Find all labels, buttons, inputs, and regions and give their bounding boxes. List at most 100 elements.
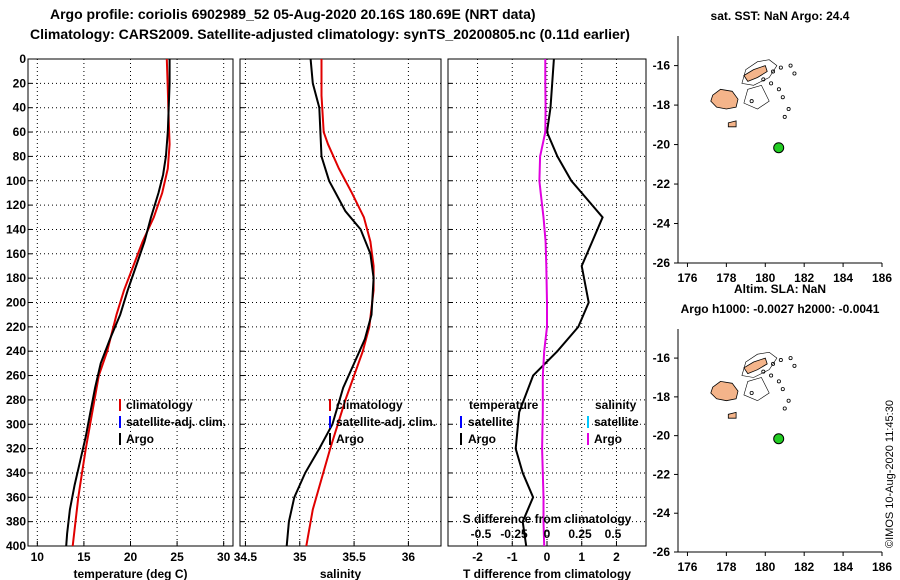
map-x-tick-label: 180 xyxy=(755,271,775,285)
map-y-tick-label: -16 xyxy=(653,59,671,73)
top-axis-label: S difference from climatology xyxy=(463,512,632,526)
map-x-tick-label: 186 xyxy=(872,560,892,574)
legend-label: Argo xyxy=(126,432,154,446)
x-axis-label: T difference from climatology xyxy=(463,567,631,580)
legend-title-temperature: temperature xyxy=(469,398,539,412)
map-x-tick-label: 182 xyxy=(794,271,814,285)
island-vanua-levu xyxy=(743,357,768,375)
map-y-tick-label: -18 xyxy=(653,390,671,404)
legend-label: satellite xyxy=(468,415,513,429)
plot-frame xyxy=(27,58,234,547)
y-tick-label: 260 xyxy=(6,369,26,383)
islet xyxy=(776,87,781,92)
x-tick-label: 30 xyxy=(217,550,231,564)
island-viti-levu xyxy=(710,88,739,110)
island-kadavu xyxy=(727,120,737,128)
map-y-tick-label: -20 xyxy=(653,138,671,152)
y-tick-label: 180 xyxy=(6,271,26,285)
top-tick-label: -0.25 xyxy=(500,527,528,541)
y-tick-label: 220 xyxy=(6,320,26,334)
y-tick-label: 20 xyxy=(13,76,27,90)
x-tick-label: 10 xyxy=(31,550,45,564)
map-y-tick-label: -18 xyxy=(653,98,671,112)
x-tick-label: 35.5 xyxy=(342,550,366,564)
legend-label: Argo xyxy=(594,432,622,446)
sst-map-panel: sat. SST: NaN Argo: 24.4 -16 -18 -20 -22 -24 -… xyxy=(653,9,893,285)
islet xyxy=(792,363,797,368)
timestamp: ©IMOS 10-Aug-2020 11:45:30 xyxy=(884,400,896,548)
map-x-tick-label: 182 xyxy=(794,560,814,574)
map-x-tick-label: 176 xyxy=(677,560,697,574)
legend-label: Argo xyxy=(468,432,496,446)
map-x-tick-label: 176 xyxy=(677,271,697,285)
y-tick-label: 160 xyxy=(6,247,26,261)
islet xyxy=(771,361,776,366)
island-viti-levu xyxy=(710,380,739,402)
map-y-tick-label: -26 xyxy=(653,256,671,270)
islet xyxy=(771,69,776,74)
top-tick-label: -0.5 xyxy=(471,527,492,541)
y-tick-label: 360 xyxy=(6,490,26,504)
islet xyxy=(780,387,785,392)
y-tick-label: 280 xyxy=(6,393,26,407)
x-axis-label: salinity xyxy=(320,567,362,580)
map-title: Altim. SLA: NaN xyxy=(734,282,826,296)
map-y-tick-label: -26 xyxy=(653,545,671,559)
series-argo xyxy=(285,58,375,547)
islet xyxy=(788,356,793,361)
sla-map-panel: Altim. SLA: NaN Argo h1000: -0.0027 h2000… xyxy=(653,282,893,574)
x-tick-label: 0 xyxy=(544,550,551,564)
y-tick-label: 200 xyxy=(6,296,26,310)
y-tick-label: 0 xyxy=(19,52,26,66)
islet xyxy=(769,373,774,378)
legend-label: climatology xyxy=(336,398,403,412)
legend-title-salinity: salinity xyxy=(595,398,637,412)
top-tick-label: 0.5 xyxy=(605,527,622,541)
islet xyxy=(788,63,793,68)
header-line1: Argo profile: coriolis 6902989_52 05-Aug… xyxy=(50,6,536,22)
islet xyxy=(786,107,791,112)
salinity-panel: 34.5 35 35.5 36 salinity climatology satellite… xyxy=(234,58,442,580)
top-tick-label: 0 xyxy=(544,527,551,541)
x-tick-label: 2 xyxy=(613,550,620,564)
difference-panel: -2 -1 0 1 2 T difference from climatology temp… xyxy=(447,58,647,580)
series-temperature-diff-argo- xyxy=(514,58,604,547)
map-y-tick-label: -24 xyxy=(653,506,671,520)
islet xyxy=(769,81,774,86)
temperature-panel: 10 15 20 25 30 temperature (deg C) 0 20 40 60 80 10… xyxy=(6,52,234,580)
map-x-tick-label: 178 xyxy=(716,271,736,285)
y-tick-label: 240 xyxy=(6,344,26,358)
reef-outline xyxy=(741,59,778,86)
islet xyxy=(792,71,797,76)
y-tick-label: 80 xyxy=(13,149,27,163)
series-argo xyxy=(65,59,171,547)
x-axis-label: temperature (deg C) xyxy=(73,567,187,580)
y-tick-label: 40 xyxy=(13,101,27,115)
islet xyxy=(782,114,787,119)
y-tick-label: 100 xyxy=(6,174,26,188)
map-y-tick-label: -20 xyxy=(653,429,671,443)
legend-label: climatology xyxy=(126,398,193,412)
series-climatology xyxy=(71,58,171,547)
map-subtitle: Argo h1000: -0.0027 h2000: -0.0041 xyxy=(681,302,880,316)
legend-label: satellite-adj. clim. xyxy=(126,415,226,429)
x-tick-label: 15 xyxy=(77,550,91,564)
x-tick-label: 36 xyxy=(402,550,416,564)
map-y-tick-label: -16 xyxy=(653,351,671,365)
island-kadavu xyxy=(727,411,737,419)
y-tick-label: 140 xyxy=(6,222,26,236)
reef-outline xyxy=(743,84,770,110)
legend-label: satellite-adj. clim. xyxy=(336,415,436,429)
legend-label: Argo xyxy=(336,432,364,446)
y-tick-label: 380 xyxy=(6,515,26,529)
islet xyxy=(778,358,783,363)
islet xyxy=(778,65,783,70)
x-tick-label: 34.5 xyxy=(234,550,258,564)
map-y-tick-label: -24 xyxy=(653,217,671,231)
y-tick-label: 60 xyxy=(13,125,27,139)
map-y-tick-label: -22 xyxy=(653,467,671,481)
islet xyxy=(782,406,787,411)
y-tick-label: 120 xyxy=(6,198,26,212)
map-title: sat. SST: NaN Argo: 24.4 xyxy=(711,9,850,23)
